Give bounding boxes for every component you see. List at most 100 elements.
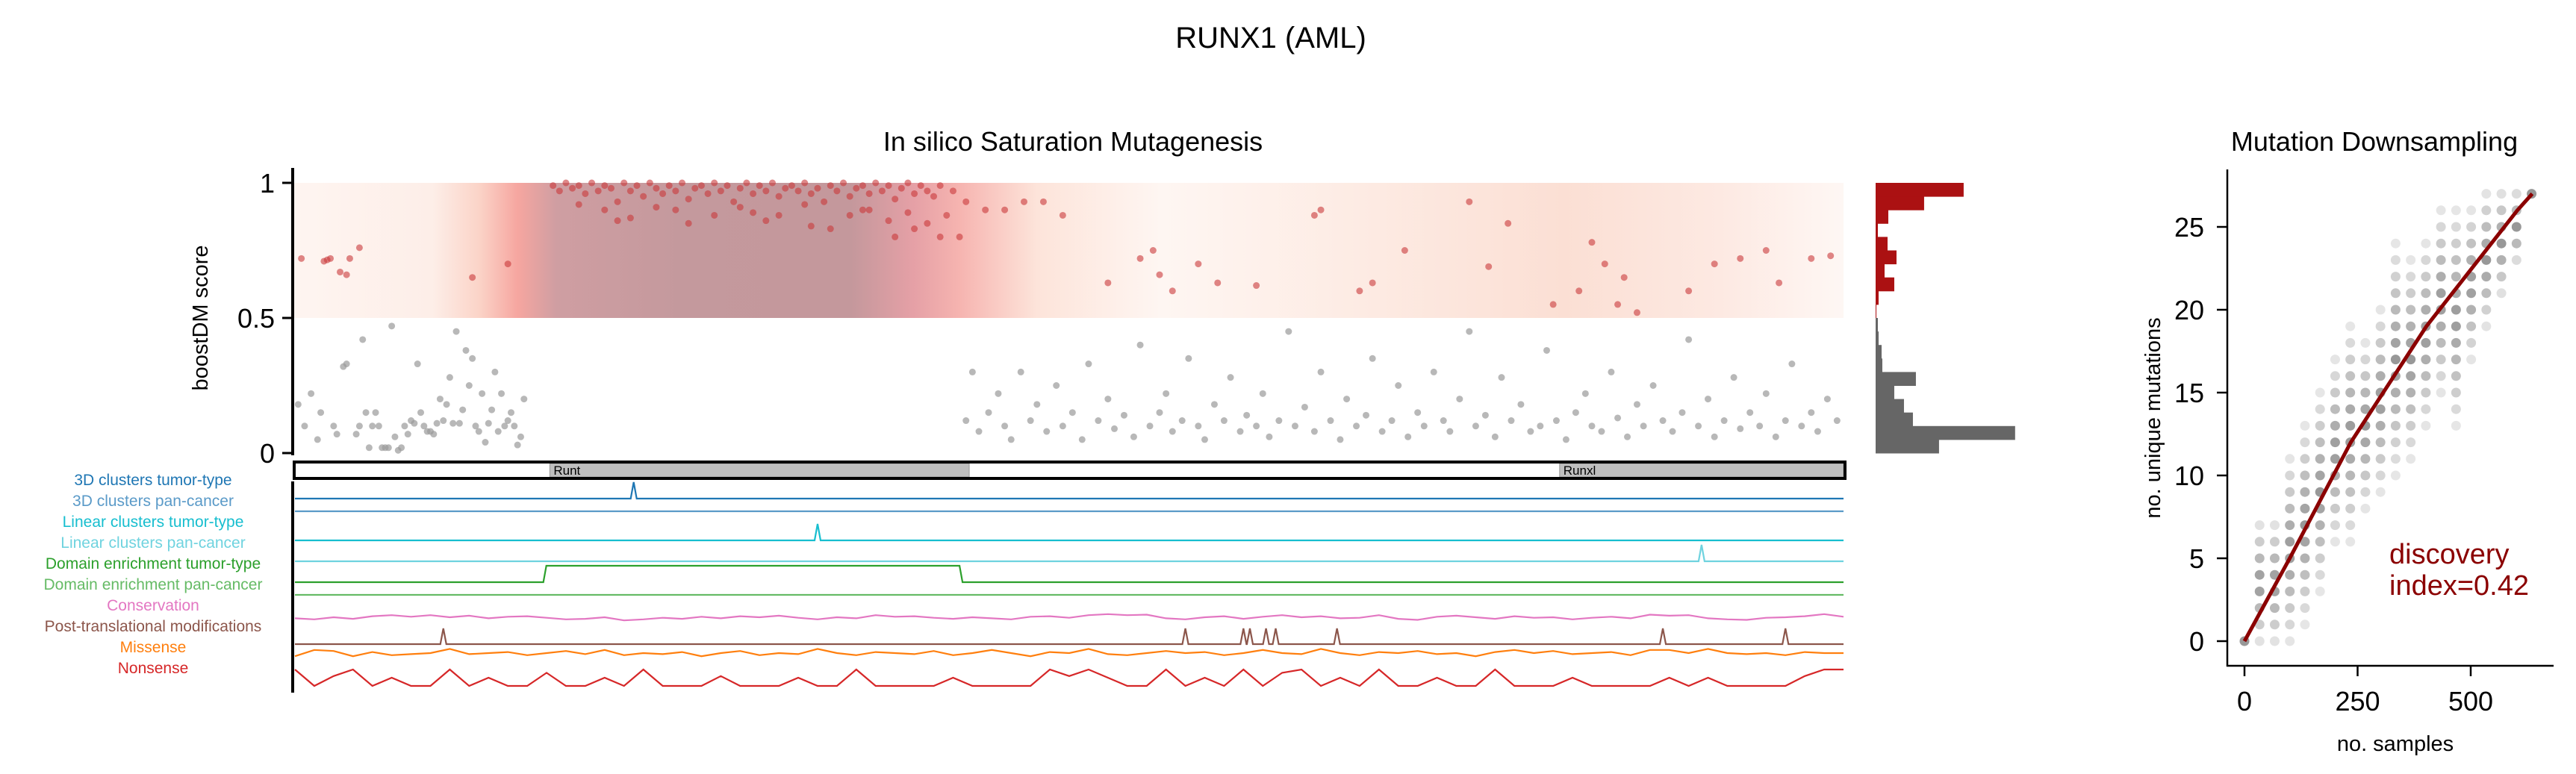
downsampling-point bbox=[2285, 569, 2295, 580]
passenger-point bbox=[472, 422, 479, 430]
driver-point bbox=[1588, 239, 1596, 246]
passenger-point bbox=[372, 409, 379, 416]
driver-point bbox=[859, 182, 866, 190]
passenger-point bbox=[1527, 428, 1534, 435]
downsampling-point bbox=[2406, 404, 2416, 414]
downsampling-point bbox=[2421, 272, 2431, 282]
passenger-point bbox=[1285, 328, 1292, 335]
driver-point bbox=[469, 274, 476, 281]
passenger-point bbox=[459, 406, 467, 413]
passenger-point bbox=[1720, 417, 1728, 425]
passenger-point bbox=[1291, 422, 1298, 430]
downsampling-point bbox=[2406, 255, 2416, 265]
passenger-point bbox=[1104, 396, 1112, 403]
downsampling-point bbox=[2315, 470, 2325, 481]
passenger-point bbox=[433, 419, 441, 427]
downsampling-point bbox=[2285, 520, 2295, 531]
downsampling-title: Mutation Downsampling bbox=[2231, 126, 2518, 157]
passenger-point bbox=[1430, 368, 1437, 375]
downsampling-point bbox=[2315, 569, 2325, 580]
driver-point bbox=[633, 182, 641, 190]
downsampling-point bbox=[2406, 454, 2416, 464]
passenger-point bbox=[1110, 425, 1118, 432]
passenger-point bbox=[501, 422, 508, 430]
downsampling-point bbox=[2421, 355, 2431, 365]
passenger-point bbox=[462, 346, 470, 354]
driver-point bbox=[1549, 301, 1557, 308]
downsampling-point bbox=[2466, 222, 2477, 232]
downsampling-point bbox=[2360, 337, 2371, 348]
histogram-bar-passenger bbox=[1876, 412, 1913, 427]
downsampling-point bbox=[2300, 503, 2310, 514]
passenger-point bbox=[375, 422, 382, 430]
passenger-point bbox=[1572, 409, 1579, 416]
driver-point bbox=[936, 182, 944, 190]
downsampling-point bbox=[2451, 337, 2461, 348]
downsampling-point bbox=[2345, 470, 2356, 481]
passenger-point bbox=[1163, 390, 1170, 397]
downsampling-point bbox=[2496, 238, 2507, 249]
downsampling-point bbox=[2451, 387, 2461, 398]
downsampling-point bbox=[2466, 321, 2477, 331]
passenger-point bbox=[968, 368, 976, 375]
passenger-point bbox=[1275, 417, 1283, 425]
downsampling-point bbox=[2285, 470, 2295, 481]
downsampling-point bbox=[2481, 205, 2492, 216]
downsampling-point bbox=[2315, 437, 2325, 448]
driver-point bbox=[672, 187, 679, 195]
passenger-point bbox=[1440, 417, 1447, 425]
y-tick-label: 0.5 bbox=[237, 303, 275, 334]
histogram-bar-passenger bbox=[1876, 345, 1882, 359]
downsampling-point bbox=[2421, 371, 2431, 381]
passenger-point bbox=[404, 431, 411, 438]
y-tick-label: 1 bbox=[260, 168, 275, 199]
driver-point bbox=[892, 233, 899, 240]
histogram-bar-driver bbox=[1876, 277, 1894, 292]
downsampling-points bbox=[2239, 189, 2537, 646]
driver-point bbox=[1762, 247, 1770, 254]
passenger-point bbox=[1146, 422, 1154, 430]
downsampling-point bbox=[2330, 387, 2340, 398]
downsampling-point bbox=[2466, 255, 2477, 265]
downsampling-point bbox=[2390, 355, 2401, 365]
passenger-point bbox=[1608, 368, 1615, 375]
passenger-point bbox=[1130, 433, 1137, 440]
driver-point bbox=[1614, 301, 1622, 308]
downsampling-point bbox=[2269, 619, 2280, 630]
downsampling-point bbox=[2375, 404, 2386, 414]
passenger-point bbox=[449, 419, 457, 427]
downsampling-point bbox=[2421, 255, 2431, 265]
downsampling-point bbox=[2360, 387, 2371, 398]
downsampling-point bbox=[2451, 205, 2461, 216]
driver-point bbox=[711, 179, 718, 187]
downsampling-point bbox=[2254, 636, 2265, 646]
track-line-missense bbox=[294, 648, 1844, 658]
downsampling-point bbox=[2451, 371, 2461, 381]
downsampling-point bbox=[2466, 355, 2477, 365]
histogram-bar-passenger bbox=[1876, 331, 1879, 346]
downsampling-point bbox=[2406, 321, 2416, 331]
driver-point bbox=[504, 260, 511, 268]
downsampling-point bbox=[2496, 288, 2507, 299]
driver-point bbox=[924, 187, 931, 195]
downsampling-point bbox=[2406, 420, 2416, 431]
downsampling-point bbox=[2436, 387, 2446, 398]
passenger-point bbox=[1614, 414, 1622, 422]
driver-point bbox=[1169, 287, 1176, 295]
passenger-point bbox=[1833, 417, 1841, 425]
downsampling-point bbox=[2375, 355, 2386, 365]
passenger-point bbox=[1772, 433, 1779, 440]
downsampling-point bbox=[2300, 420, 2310, 431]
passenger-point bbox=[308, 390, 315, 397]
driver-point bbox=[924, 219, 931, 227]
driver-point bbox=[865, 190, 873, 197]
downsampling-point bbox=[2345, 321, 2356, 331]
downsampling-point bbox=[2451, 321, 2461, 331]
passenger-point bbox=[452, 328, 460, 335]
downsampling-point bbox=[2421, 305, 2431, 315]
downsampling-point bbox=[2375, 321, 2386, 331]
passenger-point bbox=[314, 436, 321, 443]
driver-point bbox=[1620, 274, 1628, 281]
downsampling-point bbox=[2315, 537, 2325, 547]
